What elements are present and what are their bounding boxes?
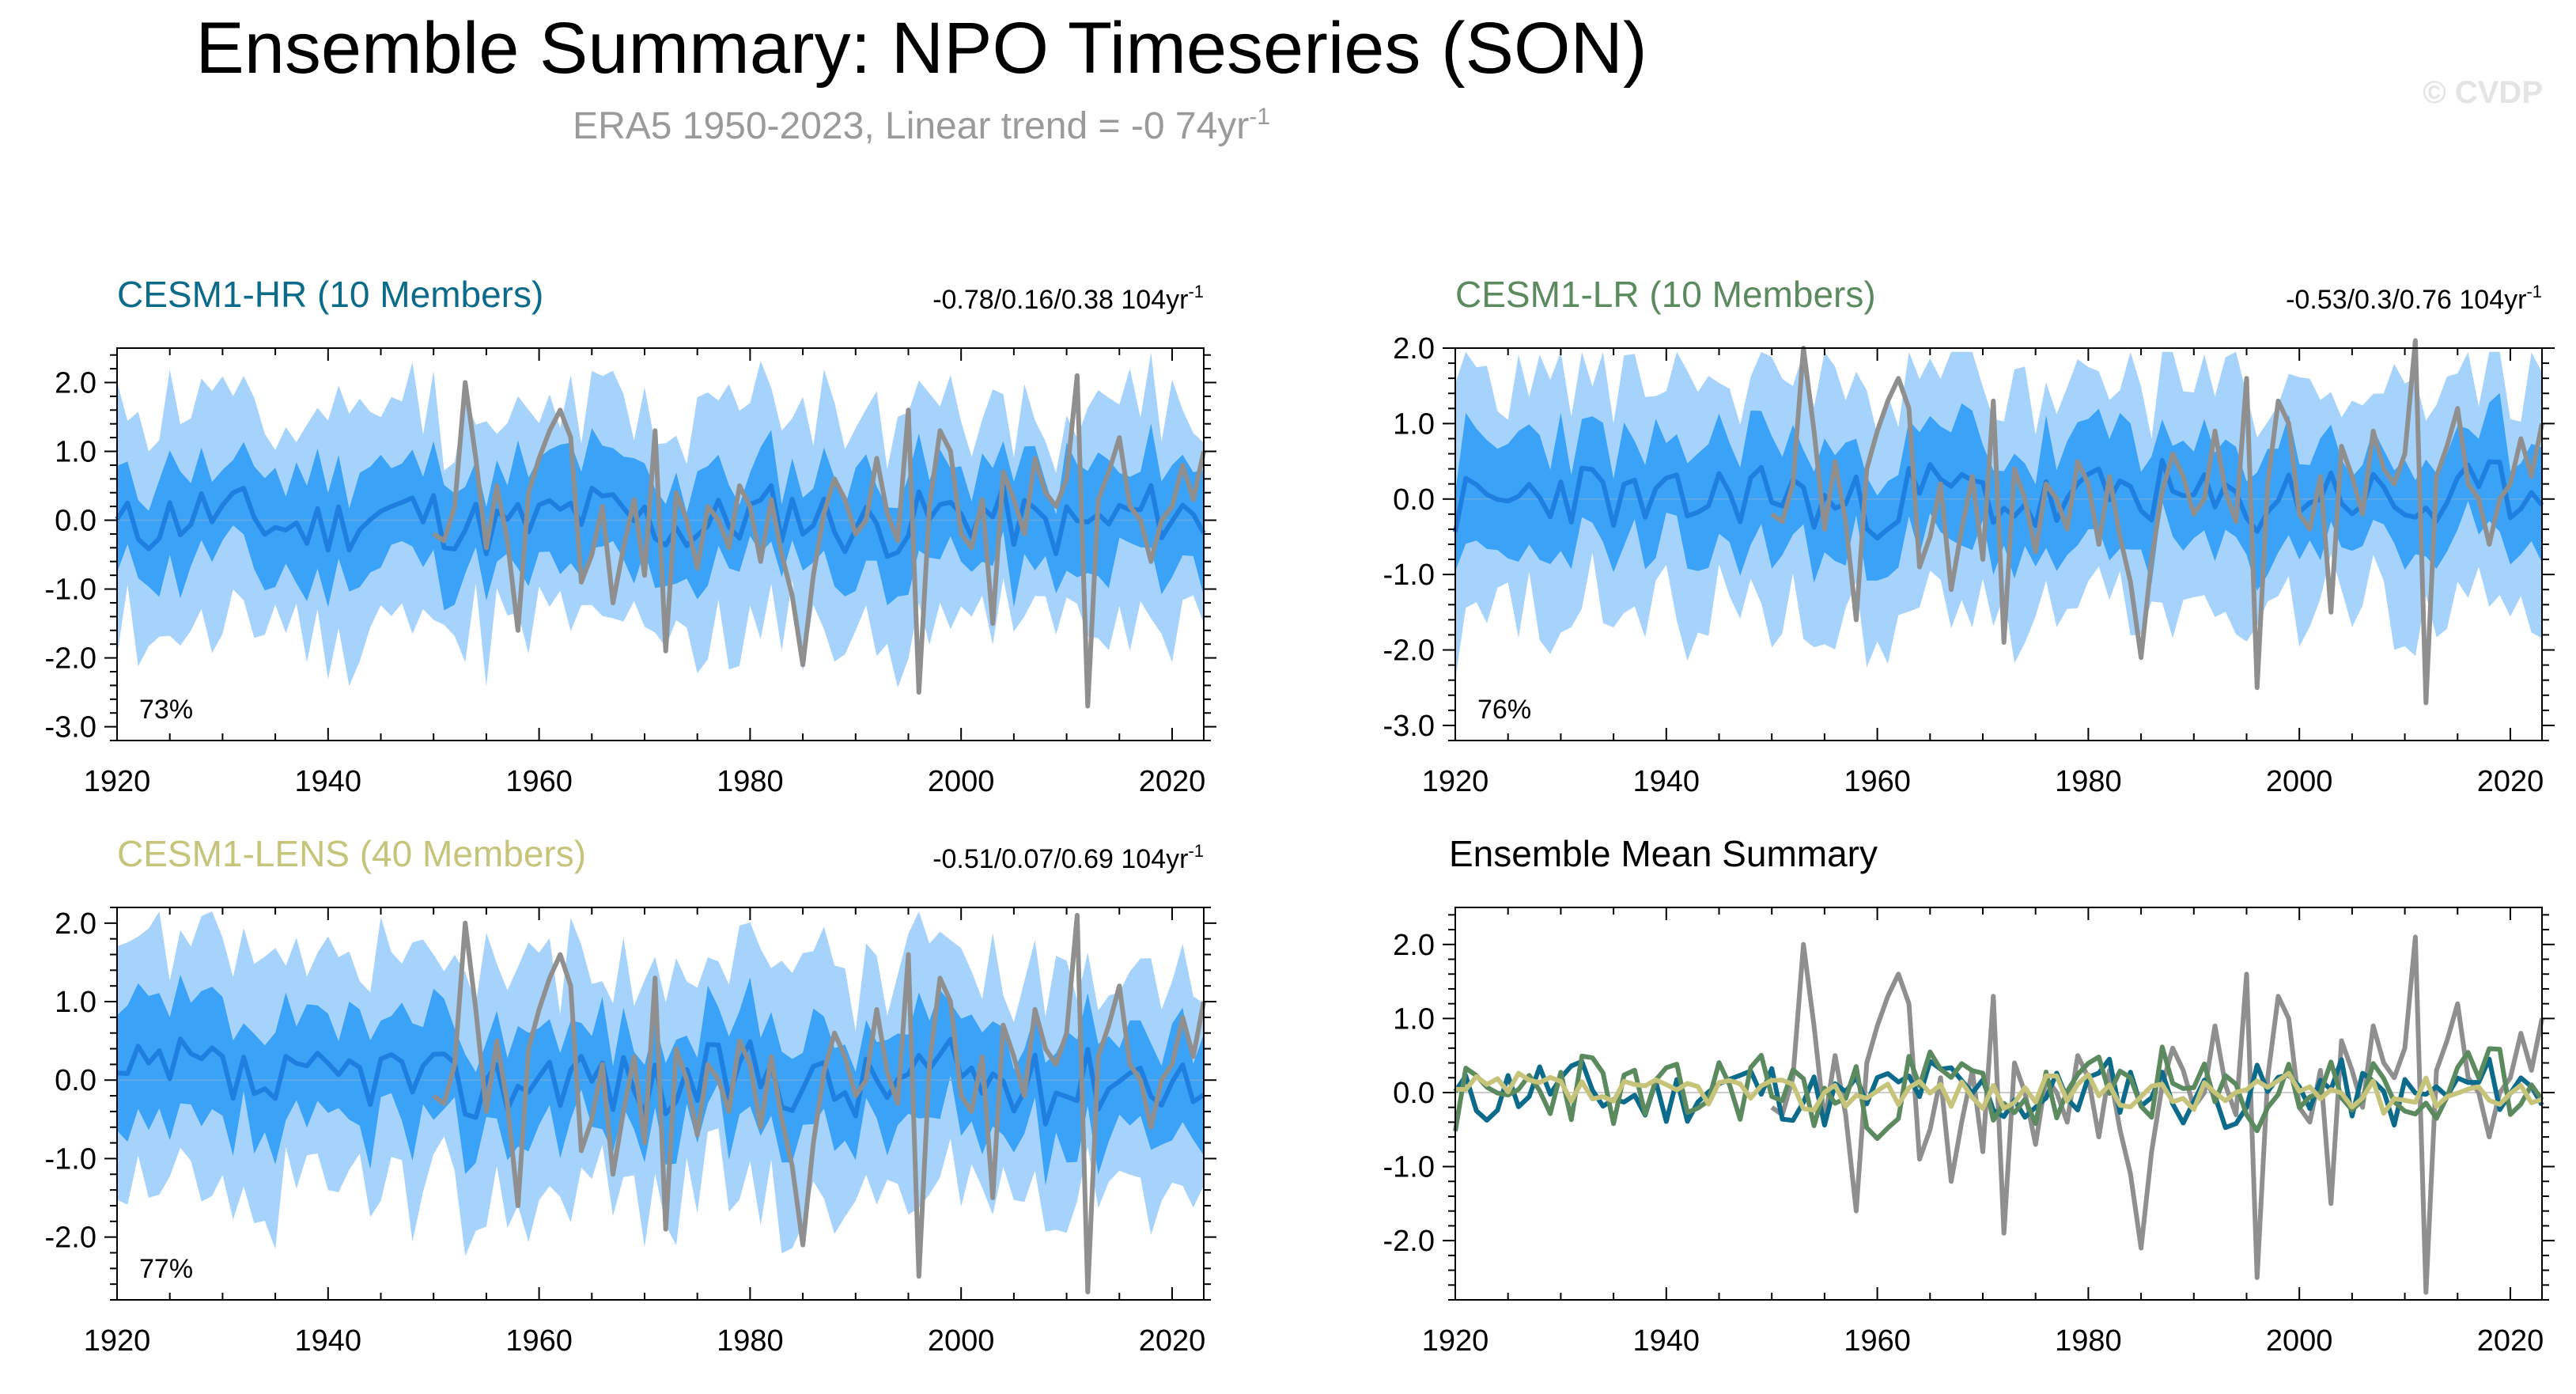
x-tick-label: 1940 <box>1633 765 1700 798</box>
y-tick-label: -2.0 <box>45 642 96 676</box>
plot-frame <box>116 907 1205 1301</box>
observed-era5-line <box>432 373 1206 709</box>
watermark: © CVDP <box>2423 75 2543 110</box>
y-tick-label: -2.0 <box>45 1222 96 1255</box>
x-tick-label: 1940 <box>295 1324 362 1358</box>
x-tick-label: 1940 <box>1633 1324 1700 1358</box>
y-tick-label: 0.0 <box>1393 483 1435 517</box>
x-tick-label: 1960 <box>505 765 573 798</box>
x-tick-label: 2020 <box>2477 1324 2544 1358</box>
y-tick-label: -2.0 <box>1383 1225 1435 1258</box>
y-tick-label: -1.0 <box>1383 559 1435 592</box>
y-tick-label: 2.0 <box>55 367 96 400</box>
panel-cesm1-hr: 1920 1940 1960 1980 2000 2020 2.0 1.0 0.0 -1.0 -2.… <box>45 274 1216 798</box>
plot-frame <box>116 347 1205 741</box>
observed-era5-line <box>432 912 1206 1295</box>
panel-title: CESM1-LR (10 Members) <box>1455 274 1876 315</box>
x-tick-label: 1960 <box>1844 1324 1911 1358</box>
panel-title: Ensemble Mean Summary <box>1449 833 1878 874</box>
x-tick-label: 1980 <box>2055 1324 2122 1358</box>
observed-era5-line <box>1770 338 2544 706</box>
percent-label: 76% <box>1477 695 1531 725</box>
y-tick-label: -2.0 <box>1383 634 1435 668</box>
y-tick-label: 0.0 <box>55 1064 96 1097</box>
trend-superscript: -1 <box>2526 282 2542 301</box>
trend-text: -0.53/0.3/0.76 104yr <box>2286 285 2526 315</box>
y-tick-label: 0.0 <box>1393 1077 1435 1110</box>
y-tick-label: 2.0 <box>1393 929 1435 962</box>
x-tick-label: 2000 <box>928 1324 995 1358</box>
x-tick-label: 1980 <box>717 765 784 798</box>
x-tick-label: 1960 <box>1844 765 1911 798</box>
y-tick-label: -1.0 <box>45 574 96 607</box>
trend-superscript: -1 <box>1188 282 1204 301</box>
y-tick-label: 2.0 <box>55 907 96 941</box>
x-tick-label: 2020 <box>2477 765 2544 798</box>
trend-text: -0.78/0.16/0.38 104yr <box>932 285 1188 315</box>
x-tick-label: 2020 <box>1139 1324 1206 1358</box>
x-tick-label: 1920 <box>1422 1324 1489 1358</box>
series-line-cesm1-lens <box>1454 1070 2543 1116</box>
x-tick-label: 1920 <box>84 765 151 798</box>
x-tick-label: 2000 <box>2266 1324 2333 1358</box>
plot-frame <box>1454 907 2543 1301</box>
series-line-era5 <box>1770 934 2544 1295</box>
subtitle-superscript: -1 <box>1249 104 1270 130</box>
panel-title: CESM1-LENS (40 Members) <box>117 833 586 874</box>
trend-label: -0.51/0.07/0.69 104yr-1 <box>932 841 1204 874</box>
x-tick-label: 1980 <box>2055 765 2122 798</box>
y-tick-label: 2.0 <box>1393 332 1435 366</box>
x-tick-label: 1940 <box>295 765 362 798</box>
x-tick-label: 2000 <box>928 765 995 798</box>
trend-label: -0.78/0.16/0.38 104yr-1 <box>932 282 1204 315</box>
panel-title: CESM1-HR (10 Members) <box>117 274 543 315</box>
y-tick-label: 1.0 <box>1393 1002 1435 1036</box>
figure-title: Ensemble Summary: NPO Timeseries (SON) <box>195 8 1647 89</box>
panel-ensemble-mean-summary: 1920 1940 1960 1980 2000 2020 2.0 1.0 0.0 -1.0 -2.… <box>1383 833 2555 1358</box>
x-tick-label: 2020 <box>1139 765 1206 798</box>
y-tick-label: -3.0 <box>1383 710 1435 743</box>
trend-label: -0.53/0.3/0.76 104yr-1 <box>2286 282 2542 315</box>
subtitle-text: ERA5 1950-2023, Linear trend = -0 74yr <box>573 105 1249 147</box>
panel-cesm1-lens: 1920 1940 1960 1980 2000 2020 2.0 1.0 0.0 -1.0 -2.… <box>45 833 1216 1358</box>
y-tick-label: 1.0 <box>1393 407 1435 441</box>
percent-label: 73% <box>139 695 193 725</box>
y-tick-label: 1.0 <box>55 436 96 469</box>
trend-text: -0.51/0.07/0.69 104yr <box>932 844 1188 874</box>
y-tick-label: -3.0 <box>45 711 96 744</box>
x-tick-label: 1920 <box>1422 765 1489 798</box>
x-tick-label: 2000 <box>2266 765 2333 798</box>
figure-subtitle: ERA5 1950-2023, Linear trend = -0 74yr-1 <box>573 104 1270 147</box>
trend-superscript: -1 <box>1188 841 1204 861</box>
y-tick-label: 0.0 <box>55 505 96 538</box>
panel-cesm1-lr: 1920 1940 1960 1980 2000 2020 2.0 1.0 0.0 -1.0 -2.… <box>1383 274 2555 798</box>
percent-label: 77% <box>139 1254 193 1284</box>
x-tick-label: 1980 <box>717 1324 784 1358</box>
y-tick-label: -1.0 <box>1383 1151 1435 1184</box>
x-tick-label: 1960 <box>505 1324 573 1358</box>
y-tick-label: -1.0 <box>45 1142 96 1176</box>
x-tick-label: 1920 <box>84 1324 151 1358</box>
y-tick-label: 1.0 <box>55 986 96 1019</box>
